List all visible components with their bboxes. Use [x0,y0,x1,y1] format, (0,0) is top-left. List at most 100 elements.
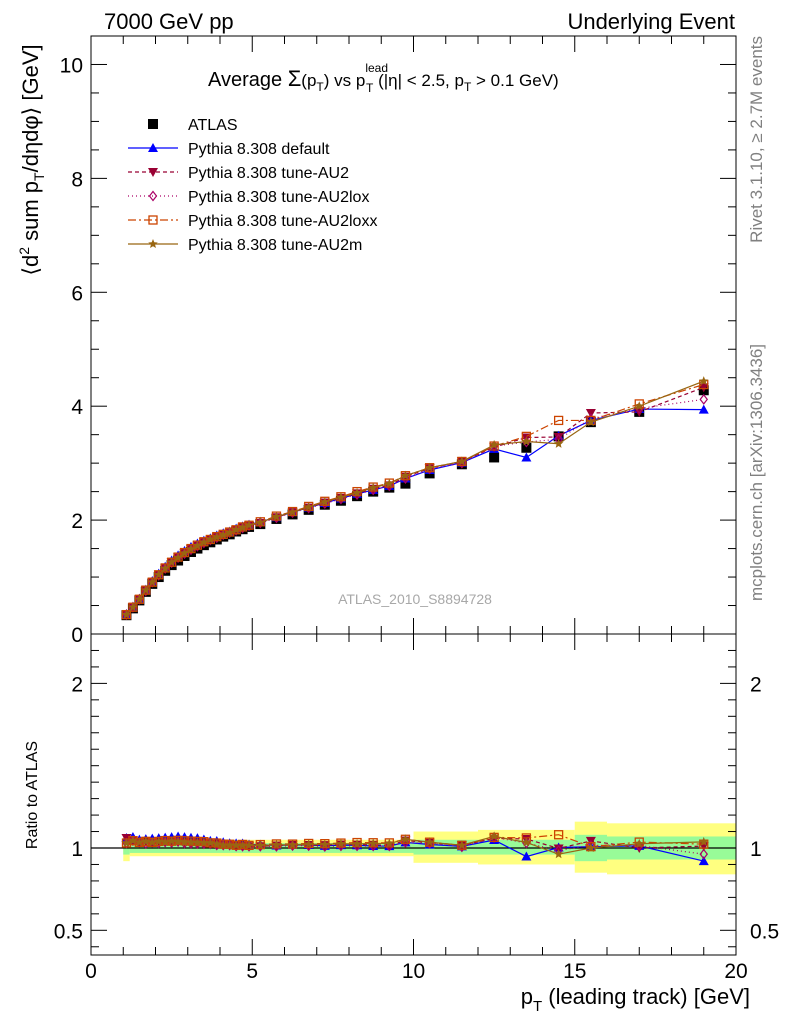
main-point-au2m [205,534,216,544]
legend-marker-atlas [148,119,158,129]
ratio-point-au2m [424,837,435,847]
ratio-point-au2m [271,839,282,849]
ratio-point-au2m [147,837,158,847]
ratio-point-au2m [199,837,209,847]
main-series-default [121,404,709,619]
main-line-au2 [126,386,704,615]
main-point-au2m [634,401,645,411]
ratio-point-au2m [218,840,228,850]
ratio-point-default [521,851,532,861]
main-line-au2loxx [126,383,704,616]
analysis-watermark: ATLAS_2010_S8894728 [338,591,492,607]
x-tick-label: 5 [246,960,258,983]
legend-label-au2loxx: Pythia 8.308 tune-AU2loxx [188,213,377,230]
main-point-au2lox [699,393,709,405]
ratio-point-au2lox [385,840,394,852]
legend-item-au2m: Pythia 8.308 tune-AU2m [128,237,362,254]
ratio-point-au2m [192,837,203,847]
main-point-au2m [400,470,411,480]
main-point-au2m [192,540,203,550]
ratio-y-tick-label: 2 [71,673,83,696]
main-point-au2m [287,507,298,517]
main-series-au2loxx [121,379,709,620]
ratio-y-tick-label-right: 2 [750,673,762,696]
legend-item-au2: Pythia 8.308 tune-AU2 [128,165,349,182]
ratio-point-au2m [166,836,177,846]
header-right: Underlying Event [567,9,735,34]
main-point-au2m [244,520,254,530]
main-point-atlas [521,442,532,453]
main-point-au2m [179,548,190,558]
ratio-point-au2m [244,840,254,850]
main-line-default [126,408,704,615]
main-point-au2m [237,522,248,532]
main-point-au2m [173,552,183,562]
ratio-point-au2m [698,836,709,846]
main-plot-panel: 0 2 4 6 8 10 Average Σ(pT) vs plead T (|η| < 2… [16,35,737,647]
main-point-au2m [147,577,158,587]
main-point-au2m [255,517,266,527]
main-point-au2m [521,436,532,446]
ratio-point-au2lox [401,836,410,848]
ratio-point-au2loxx [553,830,564,840]
main-series-au2lox [122,393,709,621]
ratio-data-layer [91,821,736,875]
x-tick-label: 20 [724,960,747,983]
legend-label-au2lox: Pythia 8.308 tune-AU2lox [188,189,369,206]
main-point-default [698,404,709,414]
main-axis-ticks: 0 2 4 6 8 10 [60,36,737,647]
y-tick-label: 8 [71,168,83,191]
ratio-point-au2m [173,836,183,846]
ratio-point-au2m [186,837,196,847]
main-point-au2m [586,417,596,427]
ratio-point-au2m [489,831,499,841]
ratio-point-au2m [160,837,170,847]
ratio-point-au2m [553,849,564,859]
main-point-au2m [457,456,467,466]
main-point-au2m [160,563,170,573]
header-left: 7000 GeV pp [104,9,234,34]
ratio-point-au2lox [368,840,378,852]
legend-item-au2loxx: Pythia 8.308 tune-AU2loxx [128,213,377,230]
ratio-point-au2m [255,840,266,850]
main-point-au2m [368,482,378,492]
ratio-point-au2lox [320,841,330,853]
legend-item-au2lox: Pythia 8.308 tune-AU2lox [128,189,369,206]
main-point-au2m [218,529,228,539]
y-tick-label: 0 [71,624,83,647]
ratio-point-au2loxx [634,837,644,847]
ratio-point-au2m [287,839,298,849]
ratio-y-axis-label: Ratio to ATLAS [24,741,41,849]
ratio-axis-ticks: 0 5 10 15 200.5 0.51 12 2 [54,634,779,983]
ratio-point-au2m [303,839,314,849]
ratio-point-au2m [205,837,216,847]
legend-marker-au2loxx [148,215,158,225]
y-tick-label: 6 [71,282,83,305]
ratio-point-au2m [121,838,132,848]
ratio-point-au2m [141,836,151,846]
legend-marker-default [148,143,158,152]
legend-item-atlas: ATLAS [148,117,238,134]
x-tick-label: 10 [402,960,425,983]
main-point-au2m [384,478,395,488]
ratio-point-au2m [153,836,164,846]
main-point-au2m [336,492,346,502]
main-point-au2m [424,462,435,472]
x-tick-label: 0 [85,960,97,983]
main-series-au2m [121,376,709,619]
main-line-au2lox [126,398,704,616]
ratio-point-au2m [634,838,645,848]
ratio-point-au2m [400,834,411,844]
main-point-au2m [166,557,177,567]
x-axis-label: pT (leading track) [GeV] [521,984,750,1015]
y-tick-label: 4 [71,396,83,419]
main-point-au2m [553,438,564,448]
legend-marker-au2m [148,239,158,249]
legend-label-default: Pythia 8.308 default [188,141,330,158]
ratio-series-au2m [121,831,709,859]
main-point-au2m [352,487,362,497]
ratio-y-tick-label: 1 [71,838,83,861]
ratio-point-au2 [553,844,564,854]
ratio-point-au2m [128,835,138,845]
mcplots-label: mcplots.cern.ch [arXiv:1306.3436] [747,344,766,601]
